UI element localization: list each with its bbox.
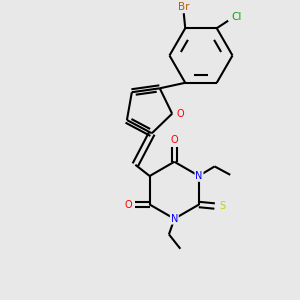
Text: N: N — [171, 214, 178, 224]
Text: Cl: Cl — [231, 12, 242, 22]
Text: O: O — [170, 135, 178, 145]
Text: O: O — [124, 200, 132, 209]
Text: Br: Br — [178, 2, 190, 12]
Text: N: N — [195, 171, 203, 181]
Text: S: S — [219, 201, 226, 211]
Text: O: O — [177, 109, 184, 119]
